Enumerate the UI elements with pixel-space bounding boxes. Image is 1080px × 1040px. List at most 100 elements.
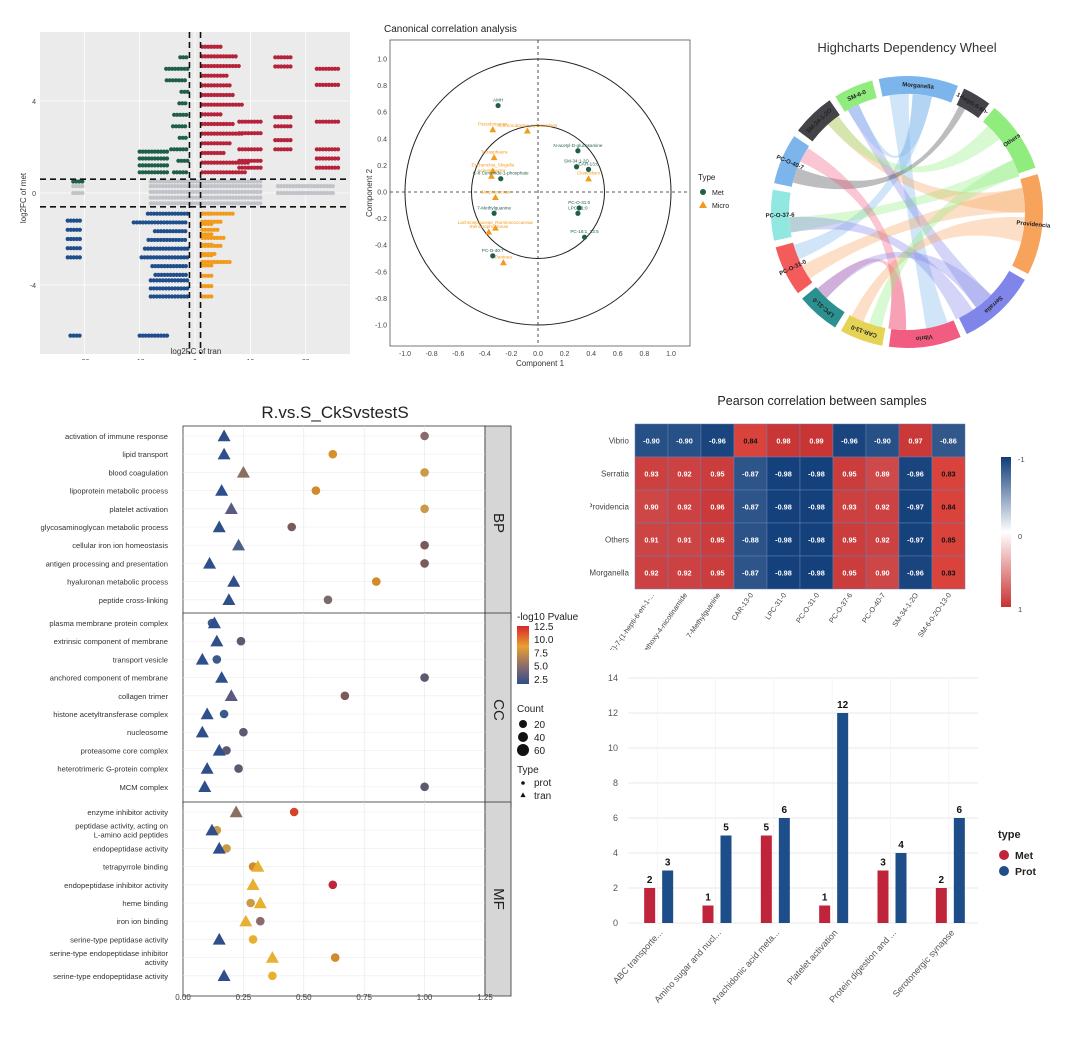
volcano-point	[77, 218, 82, 223]
volcano-point	[230, 179, 236, 184]
volcano-point	[246, 131, 251, 136]
volcano-point	[239, 102, 244, 107]
volcano-point	[137, 170, 142, 175]
volcano-point	[160, 179, 165, 184]
go-term-label: MCM complex	[119, 783, 168, 792]
go-term-label: nucleosome	[127, 728, 168, 737]
chord-title: Highcharts Dependency Wheel	[817, 40, 996, 55]
volcano-point	[152, 149, 157, 154]
volcano-point	[161, 229, 167, 234]
volcano-point	[227, 102, 232, 107]
volcano-point	[215, 83, 220, 88]
volcano-point	[185, 211, 190, 216]
volcano-point	[291, 184, 296, 189]
volcano-point	[288, 64, 293, 69]
go-point-prot	[246, 898, 255, 908]
volcano-point	[212, 102, 217, 107]
cca-ytick: -0.8	[375, 296, 387, 303]
volcano-point	[185, 246, 190, 251]
volcano-point	[297, 190, 302, 196]
volcano-point	[164, 149, 170, 154]
volcano-point	[255, 179, 260, 184]
volcano-point	[209, 63, 214, 69]
volcano-point	[209, 263, 214, 268]
volcano-point	[176, 66, 181, 71]
go-point-tran	[251, 860, 265, 872]
volcano-point	[151, 211, 157, 216]
volcano-point	[209, 201, 214, 206]
heatmap-cell	[667, 522, 702, 557]
volcano-point	[221, 160, 226, 165]
volcano-point	[236, 170, 241, 175]
bar-prot	[778, 818, 790, 923]
heatmap-cell-value: 0.95	[710, 470, 724, 479]
heatmap-cell	[667, 489, 702, 524]
volcano-point	[224, 141, 229, 146]
volcano-point	[335, 165, 341, 170]
bar-category-label: ABC transporte...	[611, 928, 665, 986]
volcano-point	[203, 184, 208, 189]
volcano-point	[182, 246, 187, 251]
volcano-point	[294, 184, 299, 189]
volcano-point	[206, 259, 211, 265]
heatmap-colorbar-tick: 1	[1018, 605, 1022, 614]
cca-ytick: 0.4	[377, 136, 387, 143]
volcano-point	[163, 286, 169, 291]
heatmap-cell	[733, 456, 768, 491]
volcano-point	[176, 189, 181, 194]
volcano-point	[161, 156, 167, 161]
volcano-point	[180, 101, 185, 106]
heatmap-cell	[931, 456, 966, 491]
volcano-point	[224, 201, 229, 206]
volcano-point	[249, 119, 254, 124]
volcano-point	[258, 119, 263, 124]
volcano-point	[218, 211, 223, 216]
volcano-point	[142, 255, 147, 260]
cca-point-label: Clostridium	[577, 171, 600, 176]
bar-legend-title: type	[998, 829, 1021, 841]
volcano-point	[163, 255, 168, 260]
volcano-point	[174, 272, 179, 277]
volcano-point	[154, 294, 159, 299]
volcano-point	[285, 64, 290, 69]
volcano-point	[323, 147, 329, 152]
volcano-point	[77, 227, 82, 232]
go-point-prot	[268, 971, 277, 981]
heatmap-cell	[634, 456, 669, 491]
volcano-point	[166, 184, 172, 189]
volcano-point	[160, 189, 165, 194]
volcano-point	[326, 156, 332, 161]
go-point-prot	[420, 673, 429, 682]
volcano-point	[285, 184, 290, 189]
volcano-point	[282, 55, 287, 60]
volcano-point	[203, 273, 208, 278]
volcano-point	[71, 333, 76, 338]
volcano-point	[157, 211, 163, 216]
volcano-point	[173, 237, 179, 243]
volcano-point	[77, 190, 82, 196]
go-facet-panel	[182, 612, 486, 808]
go-point-tran	[224, 689, 238, 701]
volcano-point	[246, 179, 251, 184]
volcano-ytick: 0	[32, 191, 36, 198]
volcano-point	[203, 150, 208, 156]
volcano-point	[179, 78, 184, 83]
volcano-point	[182, 89, 187, 94]
volcano-point	[230, 189, 236, 194]
cca-point-met	[575, 148, 581, 154]
volcano-point	[151, 286, 156, 291]
volcano-point	[273, 124, 278, 129]
volcano-point	[154, 246, 160, 251]
volcano-point	[194, 195, 199, 200]
volcano-point	[184, 147, 189, 152]
volcano-point	[209, 227, 214, 232]
volcano-point	[163, 211, 169, 216]
volcano-point	[148, 211, 153, 216]
volcano-point	[161, 170, 167, 175]
volcano-point	[221, 131, 226, 136]
volcano-point	[212, 189, 217, 194]
volcano-point	[74, 333, 79, 338]
volcano-point	[279, 55, 284, 60]
go-point-tran	[222, 593, 236, 605]
volcano-point	[149, 333, 154, 338]
